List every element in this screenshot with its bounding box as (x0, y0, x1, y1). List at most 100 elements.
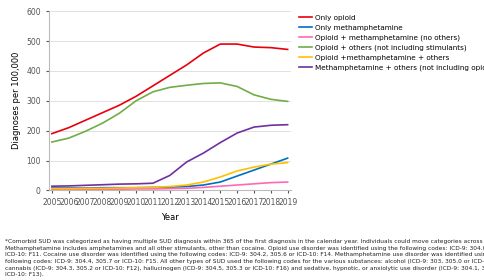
Only opioid (267, 46, 273, 49)
Only methamphetamine (99, 186, 105, 189)
Opioid + methamphetamine (no others) (150, 187, 155, 191)
Line: Methamphetamine + others (not including opioids): Methamphetamine + others (not including … (52, 125, 287, 186)
Only methamphetamine (166, 185, 172, 189)
Only methamphetamine (284, 157, 290, 160)
Opioid +methamphetamine + others (99, 187, 105, 190)
Only opioid (82, 118, 88, 122)
Only opioid (166, 74, 172, 77)
Only methamphetamine (116, 186, 122, 189)
Line: Only methamphetamine: Only methamphetamine (52, 158, 287, 188)
Opioid +methamphetamine + others (183, 183, 189, 187)
Opioid +methamphetamine + others (200, 180, 206, 184)
Opioid + others (not including stimulants) (49, 140, 55, 144)
Opioid +methamphetamine + others (133, 186, 139, 189)
Opioid + methamphetamine (no others) (49, 188, 55, 191)
Opioid + methamphetamine (no others) (66, 188, 72, 191)
Opioid + others (not including stimulants) (150, 90, 155, 94)
Opioid + methamphetamine (no others) (200, 186, 206, 189)
Opioid +methamphetamine + others (234, 169, 240, 173)
Methamphetamine + others (not including opioids) (99, 183, 105, 186)
Only opioid (251, 45, 257, 49)
Opioid + others (not including stimulants) (200, 82, 206, 85)
Opioid + methamphetamine (no others) (99, 188, 105, 191)
Only opioid (150, 84, 155, 88)
Only opioid (234, 42, 240, 46)
Opioid +methamphetamine + others (66, 187, 72, 190)
Methamphetamine + others (not including opioids) (217, 141, 223, 144)
Opioid + others (not including stimulants) (267, 98, 273, 101)
Opioid + others (not including stimulants) (217, 81, 223, 85)
Opioid + others (not including stimulants) (166, 86, 172, 89)
Only methamphetamine (217, 180, 223, 184)
Opioid + others (not including stimulants) (66, 136, 72, 140)
Opioid + others (not including stimulants) (116, 112, 122, 115)
Only methamphetamine (234, 174, 240, 178)
Line: Opioid + methamphetamine (no others): Opioid + methamphetamine (no others) (52, 182, 287, 189)
Opioid + others (not including stimulants) (234, 85, 240, 88)
Only methamphetamine (183, 185, 189, 188)
Methamphetamine + others (not including opioids) (284, 123, 290, 126)
Only methamphetamine (82, 186, 88, 190)
Opioid +methamphetamine + others (217, 175, 223, 179)
Line: Only opioid: Only opioid (52, 44, 287, 134)
Line: Opioid + others (not including stimulants): Opioid + others (not including stimulant… (52, 83, 287, 142)
Only methamphetamine (267, 162, 273, 166)
Only opioid (116, 104, 122, 107)
Only methamphetamine (200, 183, 206, 187)
Methamphetamine + others (not including opioids) (166, 174, 172, 177)
X-axis label: Year: Year (161, 213, 178, 221)
Opioid + methamphetamine (no others) (183, 187, 189, 190)
Methamphetamine + others (not including opioids) (116, 183, 122, 186)
Opioid + others (not including stimulants) (251, 93, 257, 97)
Opioid +methamphetamine + others (116, 186, 122, 190)
Methamphetamine + others (not including opioids) (200, 151, 206, 155)
Methamphetamine + others (not including opioids) (150, 181, 155, 185)
Only methamphetamine (66, 186, 72, 190)
Methamphetamine + others (not including opioids) (66, 184, 72, 188)
Only opioid (99, 111, 105, 115)
Opioid + methamphetamine (no others) (166, 187, 172, 190)
Opioid + others (not including stimulants) (99, 122, 105, 125)
Methamphetamine + others (not including opioids) (251, 125, 257, 129)
Opioid + others (not including stimulants) (82, 130, 88, 133)
Opioid + methamphetamine (no others) (267, 181, 273, 184)
Text: *Comorbid SUD was categorized as having multiple SUD diagnosis within 365 of the: *Comorbid SUD was categorized as having … (5, 239, 484, 277)
Opioid +methamphetamine + others (82, 187, 88, 190)
Opioid +methamphetamine + others (49, 187, 55, 190)
Opioid + methamphetamine (no others) (234, 183, 240, 187)
Methamphetamine + others (not including opioids) (82, 184, 88, 187)
Opioid + methamphetamine (no others) (133, 187, 139, 191)
Only methamphetamine (150, 186, 155, 189)
Methamphetamine + others (not including opioids) (183, 160, 189, 164)
Only methamphetamine (133, 186, 139, 189)
Opioid +methamphetamine + others (166, 185, 172, 188)
Opioid +methamphetamine + others (150, 186, 155, 189)
Line: Opioid +methamphetamine + others: Opioid +methamphetamine + others (52, 163, 287, 189)
Only opioid (66, 126, 72, 129)
Opioid + methamphetamine (no others) (82, 188, 88, 191)
Methamphetamine + others (not including opioids) (234, 131, 240, 135)
Opioid + others (not including stimulants) (183, 84, 189, 87)
Opioid + methamphetamine (no others) (251, 182, 257, 186)
Legend: Only opioid, Only methamphetamine, Opioid + methamphetamine (no others), Opioid : Only opioid, Only methamphetamine, Opioi… (299, 15, 484, 71)
Opioid +methamphetamine + others (284, 161, 290, 164)
Opioid + methamphetamine (no others) (217, 185, 223, 188)
Opioid + others (not including stimulants) (284, 100, 290, 103)
Only opioid (284, 48, 290, 51)
Methamphetamine + others (not including opioids) (133, 182, 139, 186)
Only opioid (200, 51, 206, 55)
Opioid + methamphetamine (no others) (116, 188, 122, 191)
Only opioid (133, 95, 139, 98)
Opioid + others (not including stimulants) (133, 99, 139, 102)
Only opioid (183, 63, 189, 67)
Methamphetamine + others (not including opioids) (267, 123, 273, 127)
Only opioid (49, 132, 55, 135)
Opioid +methamphetamine + others (267, 162, 273, 166)
Opioid +methamphetamine + others (251, 165, 257, 169)
Methamphetamine + others (not including opioids) (49, 185, 55, 188)
Y-axis label: Diagnoses per 100,000: Diagnoses per 100,000 (12, 52, 21, 150)
Only methamphetamine (49, 186, 55, 190)
Only opioid (217, 42, 223, 46)
Only methamphetamine (251, 168, 257, 172)
Opioid + methamphetamine (no others) (284, 180, 290, 184)
